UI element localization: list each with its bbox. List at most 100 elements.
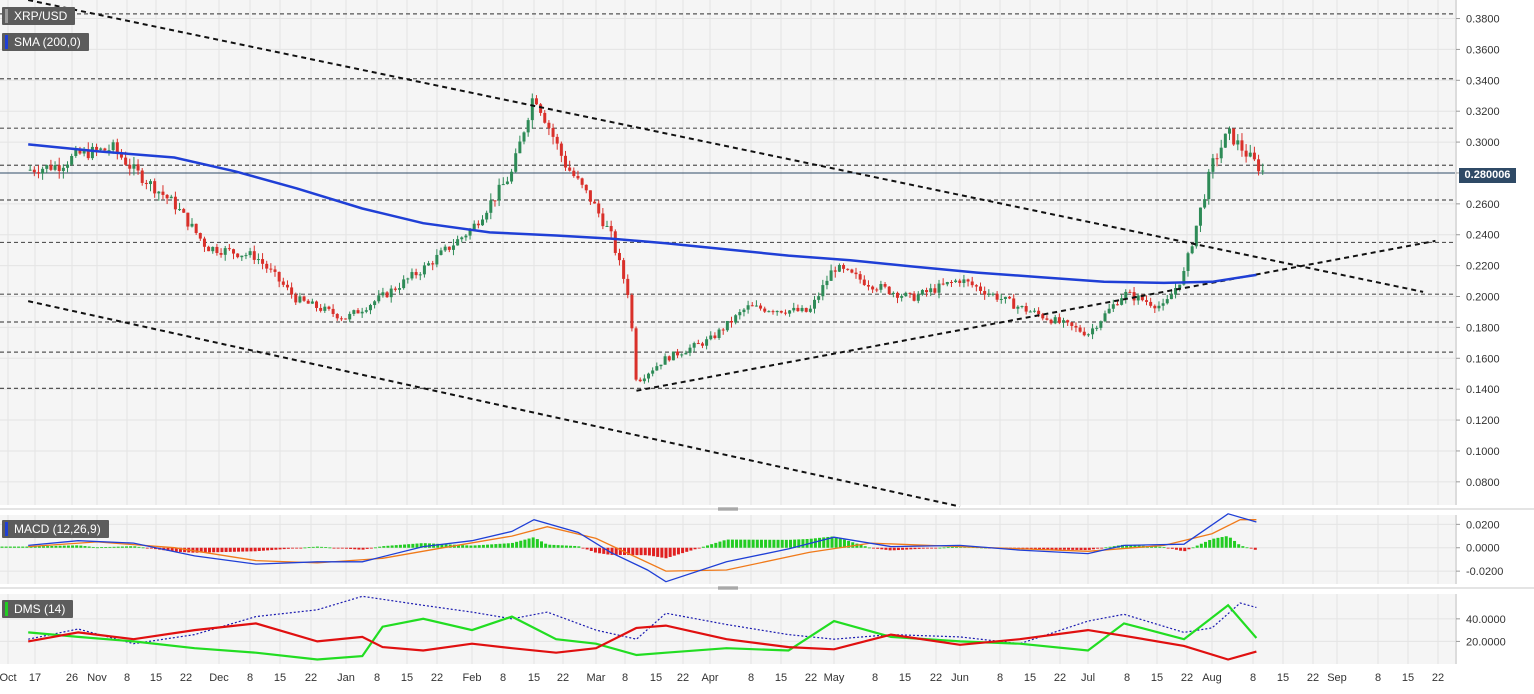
- macd-histogram-bar: [593, 547, 597, 553]
- candle-body: [364, 310, 368, 312]
- candle-body: [1190, 246, 1194, 254]
- candle-body: [140, 170, 144, 183]
- candle-body: [1186, 253, 1190, 272]
- macd-histogram-bar: [344, 547, 348, 549]
- candle-body: [987, 293, 991, 295]
- candle-body: [1078, 327, 1082, 332]
- x-tick-label: 15: [650, 672, 662, 684]
- macd-histogram-bar: [689, 547, 693, 551]
- last-price-tag: 0.280006: [1459, 168, 1516, 183]
- candle-body: [161, 191, 165, 195]
- candle-body: [285, 284, 289, 288]
- macd-line: [28, 513, 1257, 583]
- candle-body: [813, 299, 817, 309]
- candle-body: [601, 213, 605, 227]
- macd-histogram-bar: [332, 547, 336, 549]
- macd-histogram-bar: [1129, 545, 1133, 548]
- macd-histogram-bar: [585, 547, 589, 550]
- candle-body: [900, 296, 904, 298]
- candle-body: [979, 286, 983, 291]
- macd-histogram-bar: [469, 545, 473, 548]
- macd-histogram-bar: [1187, 547, 1191, 550]
- candle-body: [1008, 296, 1012, 299]
- x-tick-label: 22: [180, 672, 192, 684]
- macd-histogram-bar: [112, 546, 116, 548]
- candle-body: [995, 293, 999, 300]
- macd-histogram-bar: [87, 546, 91, 548]
- macd-histogram-bar: [46, 546, 50, 548]
- dms-panel-bg: [0, 594, 1455, 664]
- candle-body: [671, 351, 675, 361]
- candle-body: [821, 285, 825, 297]
- candle-body: [53, 165, 57, 170]
- candle-body: [1261, 170, 1265, 172]
- macd-histogram-bar: [486, 544, 490, 548]
- macd-histogram-bar: [909, 547, 913, 550]
- candle-body: [348, 313, 352, 320]
- candle-body: [647, 373, 651, 379]
- candle-body: [1057, 317, 1061, 323]
- macd-histogram-bar: [1137, 545, 1141, 548]
- candle-body: [622, 260, 626, 279]
- macd-histogram-bar: [473, 545, 477, 548]
- candle-body: [319, 307, 323, 311]
- macd-histogram-bar: [1216, 537, 1220, 548]
- candle-body: [1045, 318, 1049, 320]
- y-tick-label: 40.0000: [1466, 614, 1506, 626]
- candle-body: [559, 143, 563, 156]
- macd-histogram-bar: [1245, 547, 1249, 549]
- x-tick-label: 15: [401, 672, 413, 684]
- candle-body: [920, 290, 924, 295]
- macd-histogram-bar: [614, 547, 618, 555]
- x-tick-label: 8: [124, 672, 130, 684]
- candle-body: [1074, 325, 1078, 328]
- candle-body: [999, 298, 1003, 300]
- candle-body: [779, 310, 783, 313]
- candle-body: [1219, 147, 1223, 159]
- x-tick-label: 22: [805, 672, 817, 684]
- macd-histogram-bar: [830, 536, 834, 548]
- candle-body: [721, 329, 725, 331]
- macd-histogram-bar: [216, 547, 220, 553]
- x-tick-label: 8: [1124, 672, 1130, 684]
- x-tick-label: 17: [29, 672, 41, 684]
- macd-histogram-bar: [58, 545, 62, 548]
- candle-body: [1099, 321, 1103, 328]
- macd-histogram-bar: [141, 547, 145, 549]
- candle-body: [315, 301, 319, 308]
- candle-body: [302, 296, 306, 301]
- macd-histogram-bar: [249, 547, 253, 552]
- macd-histogram-bar: [212, 547, 216, 553]
- macd-histogram-bar: [535, 539, 539, 548]
- candle-body: [1232, 128, 1236, 145]
- candle-body: [742, 309, 746, 313]
- macd-histogram-bar: [548, 544, 552, 548]
- candle-body: [505, 181, 509, 185]
- candle-body: [1136, 295, 1140, 301]
- candle-body: [227, 248, 231, 250]
- candle-body: [144, 182, 148, 185]
- macd-histogram-bar: [241, 547, 245, 552]
- candle-body: [194, 223, 198, 234]
- x-tick-label: Jun: [951, 672, 969, 684]
- macd-histogram-bar: [598, 547, 602, 554]
- candle-body: [70, 156, 74, 165]
- macd-histogram-bar: [1241, 546, 1245, 548]
- macd-histogram-bar: [1249, 547, 1253, 549]
- y-tick-label: 0.2200: [1466, 261, 1500, 273]
- macd-histogram-bar: [100, 547, 104, 549]
- candle-body: [99, 148, 103, 150]
- macd-histogram-bar: [174, 547, 178, 552]
- candle-body: [103, 148, 107, 151]
- candle-body: [916, 294, 920, 301]
- candle-body: [547, 122, 551, 129]
- candle-body: [472, 223, 476, 230]
- macd-histogram-bar: [1033, 547, 1037, 550]
- macd-histogram-bar: [291, 547, 294, 549]
- plus-di-line: [28, 603, 1258, 661]
- sma-label: SMA (200,0): [2, 33, 89, 51]
- macd-histogram-bar: [245, 547, 249, 552]
- candle-body: [327, 306, 331, 309]
- macd-histogram-bar: [1162, 546, 1166, 548]
